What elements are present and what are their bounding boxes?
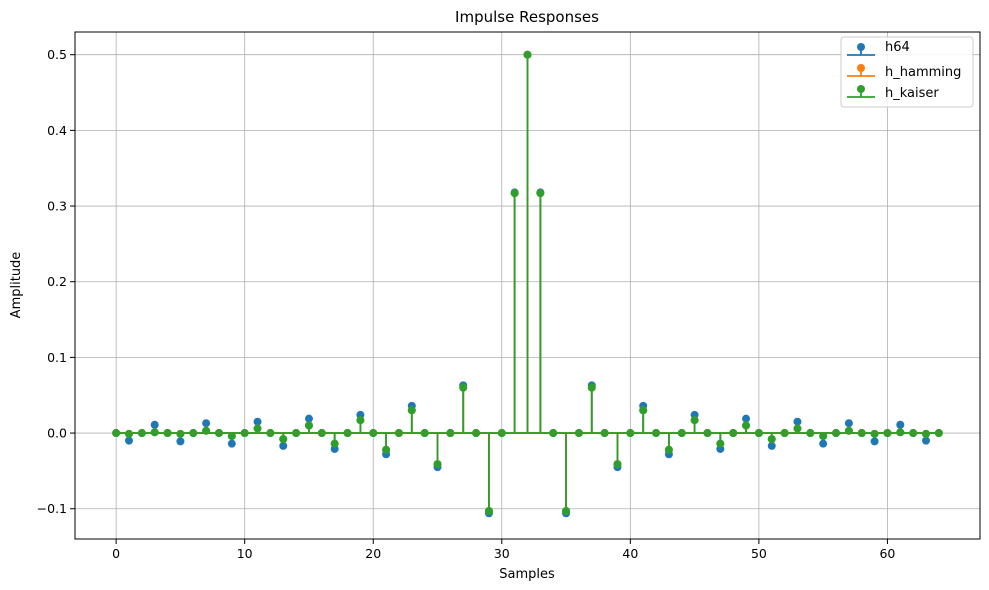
legend-marker-h-kaiser: [857, 85, 865, 93]
x-tick-label: 60: [879, 546, 895, 561]
y-tick-label: 0.2: [47, 274, 67, 289]
stem-marker-h64: [202, 419, 211, 428]
x-tick-label: 30: [494, 546, 510, 561]
y-axis-ticks: −0.1 0.0 0.1 0.2 0.3 0.4 0.5: [37, 47, 75, 516]
stem-marker-h-kaiser: [510, 189, 519, 198]
stem-marker-h64: [150, 420, 159, 429]
stem-marker-h-kaiser: [382, 445, 391, 454]
stem-marker-h-kaiser: [819, 432, 828, 441]
stem-marker-h64: [176, 437, 185, 446]
x-tick-label: 50: [751, 546, 767, 561]
stem-marker-h64: [742, 414, 751, 423]
legend-entry-h64: h64: [847, 40, 910, 56]
x-axis-label: Samples: [499, 567, 555, 582]
stem-marker-h-kaiser: [536, 189, 545, 198]
stem-marker-h64: [227, 439, 236, 448]
x-tick-label: 0: [112, 546, 120, 561]
x-tick-label: 20: [365, 546, 381, 561]
y-tick-label: 0.3: [47, 199, 67, 214]
stem-marker-h-kaiser: [639, 406, 648, 415]
stem-marker-h64: [819, 439, 828, 448]
markers: [112, 50, 943, 518]
stem-marker-h-kaiser: [459, 383, 468, 392]
stem-marker-h64: [870, 437, 879, 446]
x-tick-label: 10: [237, 546, 253, 561]
stem-marker-h-kaiser: [690, 416, 699, 425]
y-tick-label: 0.4: [47, 123, 67, 138]
stem-marker-h-kaiser: [587, 383, 596, 392]
stem-marker-h64: [124, 436, 133, 445]
series-h-kaiser-markers: [112, 50, 943, 516]
y-tick-label: 0.0: [47, 426, 67, 441]
stem-marker-h-kaiser: [433, 460, 442, 469]
legend-entry-h-hamming: h_hamming: [847, 64, 961, 80]
stem-marker-h-kaiser: [407, 406, 416, 415]
stem-marker-h-kaiser: [613, 460, 622, 469]
stem-marker-h-kaiser: [253, 424, 262, 433]
stem-marker-h64: [922, 436, 931, 445]
stem-marker-h-kaiser: [767, 435, 776, 444]
legend-marker-h64: [857, 43, 865, 51]
stem-marker-h-kaiser: [664, 445, 673, 454]
stem-marker-h64: [896, 420, 905, 429]
stem-marker-h64: [304, 414, 313, 423]
y-axis-label: Amplitude: [9, 252, 24, 319]
stem-marker-h-kaiser: [716, 439, 725, 448]
stem-marker-h-kaiser: [742, 421, 751, 430]
legend-label-h-kaiser: h_kaiser: [885, 86, 939, 101]
y-tick-label: 0.5: [47, 47, 67, 62]
stem-marker-h64: [844, 419, 853, 428]
stem-marker-h-kaiser: [279, 435, 288, 444]
stem-marker-h64: [793, 417, 802, 426]
stem-marker-h-kaiser: [523, 50, 532, 59]
stem-marker-h-kaiser: [330, 439, 339, 448]
stem-marker-h-kaiser: [227, 432, 236, 441]
stem-marker-h64: [253, 417, 262, 426]
legend: h64 h_hamming h_kaiser: [840, 36, 974, 108]
plot-frame: [74, 31, 981, 540]
stem-marker-h-kaiser: [484, 507, 493, 516]
stem-marker-h-kaiser: [562, 507, 571, 516]
y-tick-label: −0.1: [37, 501, 67, 516]
legend-marker-h-hamming: [857, 64, 865, 72]
legend-label-h64: h64: [885, 40, 910, 55]
legend-label-h-hamming: h_hamming: [885, 65, 961, 80]
stem-marker-h-kaiser: [793, 424, 802, 433]
stem-marker-h64: [767, 441, 776, 450]
stem-marker-h-kaiser: [304, 421, 313, 430]
x-tick-label: 40: [622, 546, 638, 561]
stem-marker-h64: [279, 441, 288, 450]
legend-entry-h-kaiser: h_kaiser: [847, 85, 939, 101]
stem-marker-h-kaiser: [356, 416, 365, 425]
chart-title: Impulse Responses: [455, 8, 599, 26]
y-tick-label: 0.1: [47, 350, 67, 365]
x-axis-ticks: 0 10 20 30 40 50 60: [112, 539, 895, 561]
